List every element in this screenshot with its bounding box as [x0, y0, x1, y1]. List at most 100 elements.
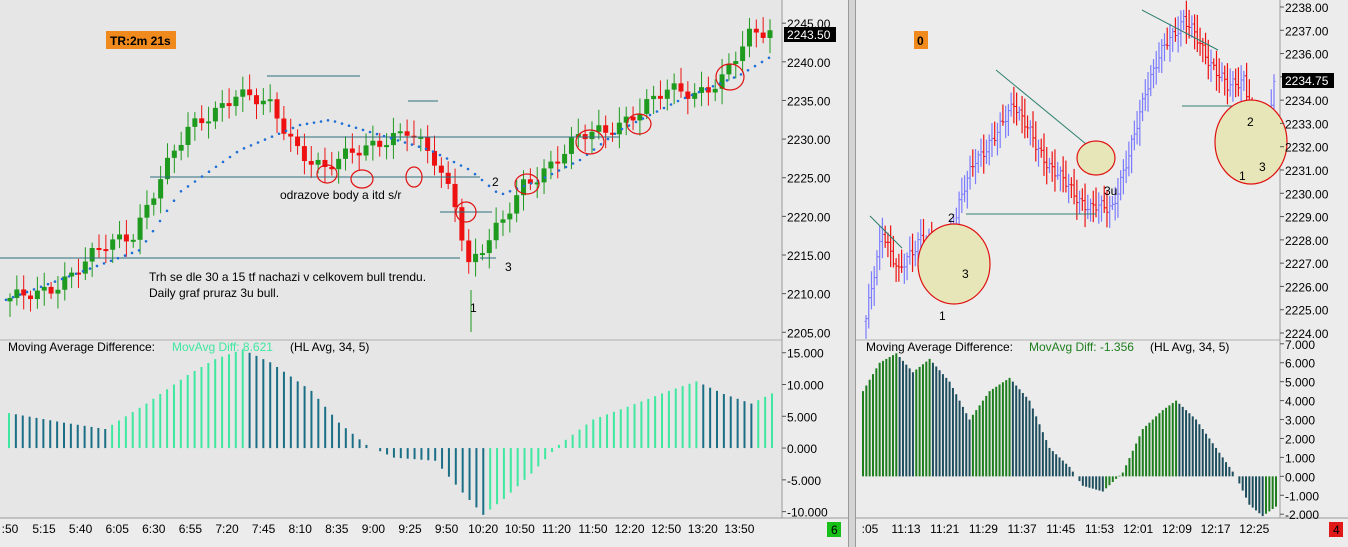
- time-tick-label: 12:09: [1162, 522, 1192, 536]
- ma-dot: [529, 182, 533, 185]
- time-tick-label: 13:20: [688, 522, 718, 536]
- ma-dot: [354, 126, 358, 130]
- ma-dot: [571, 162, 575, 165]
- candle-body: [82, 261, 88, 274]
- price-axis-ticks: 2238.002237.002236.002235.002234.002233.…: [1280, 1, 1329, 341]
- price-tick-label: 2215.00: [787, 249, 831, 263]
- right-chart-svg[interactable]: 1233u12302238.002237.002236.002235.00223…: [856, 0, 1348, 547]
- ma-dot: [704, 87, 708, 91]
- candle-body: [342, 148, 348, 159]
- ma-dot: [648, 113, 652, 117]
- ma-dot: [641, 117, 645, 120]
- time-tick-label: 6:55: [179, 522, 203, 536]
- ma-dot: [767, 56, 771, 60]
- ma-dot: [375, 132, 379, 136]
- ma-dot: [256, 141, 260, 144]
- candle-body: [493, 222, 499, 241]
- candle-body: [349, 148, 355, 153]
- ma-dot: [207, 170, 211, 173]
- candle-body: [260, 100, 266, 105]
- candle-body: [548, 161, 554, 169]
- counter-badge: 0: [917, 34, 924, 48]
- candle-body: [685, 91, 691, 99]
- last-price-bg: [784, 27, 836, 42]
- indicator-tick-label: -1.000: [1285, 489, 1319, 503]
- time-tick-label: 7:20: [215, 522, 239, 536]
- ma-dot: [368, 130, 372, 134]
- ma-dot: [74, 272, 78, 276]
- candle-body: [151, 198, 157, 205]
- indicator-axis-ticks: 15.000 10.000 5.000 0.000 -5.000 -10.000: [782, 347, 828, 520]
- candle-body: [534, 182, 540, 185]
- indicator-tick-label: 5.000: [1285, 376, 1315, 390]
- price-tick-label: 2240.00: [787, 56, 831, 70]
- candle-body: [644, 99, 650, 114]
- ma-dot: [235, 150, 239, 154]
- annotation-daily-breakout: Daily graf pruraz 3u bull.: [149, 286, 279, 300]
- ma-dot: [431, 150, 435, 153]
- price-tick-label: 2236.00: [1285, 48, 1329, 62]
- panel-splitter[interactable]: [848, 0, 856, 547]
- candle-body: [445, 172, 451, 184]
- ma-dot: [487, 184, 491, 188]
- candle-body: [603, 125, 609, 133]
- price-tick-label: 2231.00: [1285, 164, 1329, 178]
- indicator-tick-label: 1.000: [1285, 451, 1315, 465]
- ma-dot: [760, 60, 764, 64]
- ma-dot: [277, 132, 281, 136]
- candle-body: [233, 96, 239, 107]
- candle-body: [96, 248, 102, 251]
- candle-body: [336, 158, 342, 170]
- trend-line: [869, 215, 903, 249]
- time-axis-ticks: :50 5:15 5:40 6:05 6:30 6:55 7:20 7:45 8:10 8:35 9…: [2, 522, 755, 536]
- time-tick-label: 11:37: [1008, 522, 1037, 536]
- indicator-tick-label: 3.000: [1285, 414, 1315, 428]
- time-tick-label: 11:20: [542, 522, 571, 536]
- candle-body: [329, 167, 335, 170]
- candle-body: [322, 159, 328, 168]
- candle-body: [192, 118, 198, 127]
- price-axis-ticks: 2245.002240.002235.002230.002225.002220.…: [782, 17, 831, 340]
- ma-dot: [326, 119, 330, 122]
- wave-label: 3u: [1104, 184, 1117, 198]
- ma-dot: [466, 167, 470, 171]
- ma-dot: [613, 132, 617, 136]
- candle-body: [438, 165, 444, 173]
- sr-lines: [0, 75, 620, 259]
- candle-body: [452, 183, 458, 208]
- ma-dot: [620, 127, 624, 131]
- candle-body: [637, 113, 643, 121]
- time-axis-area: [0, 518, 848, 547]
- candle-body: [753, 28, 759, 33]
- ma-dot: [32, 288, 36, 291]
- candle-body: [267, 99, 273, 102]
- indicator-params: (HL Avg, 34, 5): [1150, 340, 1229, 354]
- candle-body: [527, 179, 533, 184]
- ma-dot: [445, 157, 449, 160]
- left-chart-panel[interactable]: odrazove body a itd s/r Trh se dle 30 a 1…: [0, 0, 848, 547]
- price-tick-label: 2225.00: [787, 172, 831, 186]
- candle-body: [610, 132, 616, 135]
- price-tick-label: 2232.00: [1285, 141, 1329, 155]
- candle-body: [705, 87, 711, 93]
- corner-badge: 4: [1333, 523, 1340, 537]
- candle-body: [308, 161, 314, 165]
- left-chart-svg[interactable]: odrazove body a itd s/r Trh se dle 30 a 1…: [0, 0, 848, 547]
- right-chart-panel[interactable]: 1233u12302238.002237.002236.002235.00223…: [856, 0, 1348, 547]
- ma-dot: [137, 249, 141, 252]
- ma-dot: [165, 209, 169, 213]
- ma-dot: [116, 256, 120, 260]
- ma-dot: [186, 185, 190, 188]
- candle-body: [110, 239, 116, 250]
- candle-body: [671, 83, 677, 90]
- time-tick-label: 5:40: [69, 522, 93, 536]
- time-tick-label: 12:50: [651, 522, 681, 536]
- candle-body: [55, 289, 61, 294]
- time-tick-label: 12:01: [1123, 522, 1153, 536]
- wave-label: 3: [1259, 160, 1266, 174]
- candle-body: [137, 217, 143, 240]
- ma-dot: [396, 139, 400, 142]
- ma-dot: [494, 190, 498, 193]
- trend-line: [995, 69, 1087, 145]
- ma-dot: [18, 293, 22, 296]
